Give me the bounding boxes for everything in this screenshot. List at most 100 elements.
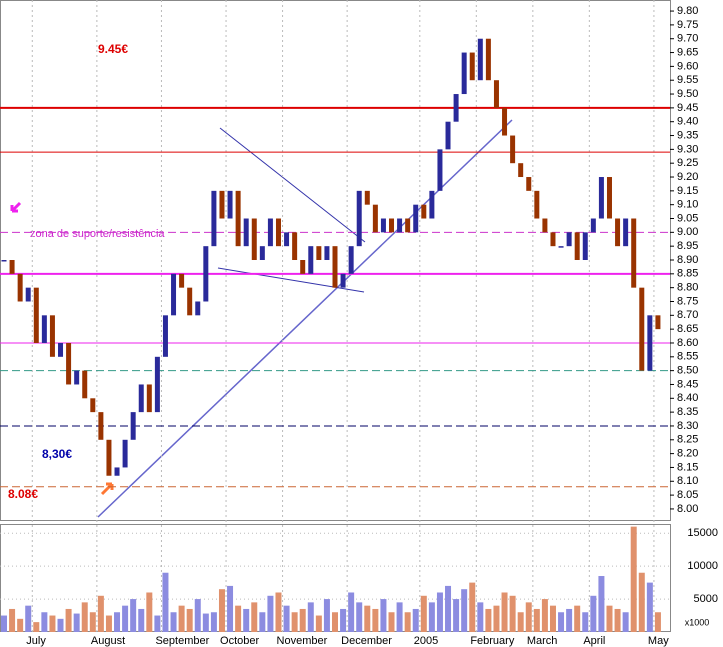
volume-bar — [404, 612, 411, 632]
y-tick-label: 9.75 — [677, 19, 698, 31]
volume-bar — [170, 612, 177, 632]
volume-bar — [380, 599, 387, 632]
unit-label: x1000 — [685, 617, 710, 627]
candle — [340, 273, 346, 288]
candle — [33, 287, 39, 343]
candle — [9, 260, 15, 274]
volume-bar — [146, 592, 153, 632]
y-tick-label: 9.65 — [677, 46, 698, 58]
x-tick-label: April — [583, 635, 605, 647]
candle — [146, 384, 152, 413]
volume-bar — [323, 599, 330, 632]
y-tick-label: 9.40 — [677, 116, 698, 128]
volume-bar — [558, 612, 565, 632]
volume-bar — [566, 608, 573, 632]
y-tick-label: 8.45 — [677, 378, 698, 390]
candle — [243, 218, 249, 247]
y-tick-label: 8.30 — [677, 420, 698, 432]
volume-bar — [122, 605, 129, 632]
candle — [162, 315, 168, 357]
candle — [275, 218, 281, 247]
volume-bar — [186, 608, 193, 632]
candle — [267, 218, 273, 247]
candle — [251, 218, 257, 260]
candle — [502, 107, 508, 136]
candle — [227, 190, 233, 219]
candle — [429, 190, 435, 219]
y-tick-label: 8.70 — [677, 309, 698, 321]
candle — [623, 218, 629, 247]
candle — [41, 315, 47, 343]
candle — [300, 260, 306, 274]
volume-bar — [445, 585, 452, 632]
volume-bar — [138, 608, 145, 632]
volume-bar — [243, 608, 250, 632]
y-tick-label: 9.70 — [677, 33, 698, 45]
volume-bar — [477, 602, 484, 632]
volume-bar — [178, 605, 185, 632]
candle — [493, 80, 499, 108]
volume-bar — [283, 605, 290, 632]
candle — [647, 315, 653, 371]
x-tick-label: December — [341, 635, 392, 647]
candle — [485, 38, 491, 81]
annotation: 8,30€ — [42, 447, 72, 461]
volume-bar — [307, 602, 314, 632]
candle — [461, 52, 467, 95]
volume-bar — [105, 615, 112, 632]
y-tick-label: 9.35 — [677, 129, 698, 141]
candle — [413, 204, 419, 233]
candle — [316, 246, 322, 260]
candle — [453, 94, 459, 122]
candle — [58, 342, 64, 357]
volume-bar — [590, 595, 597, 632]
volume-bar — [614, 608, 621, 632]
candle — [631, 218, 637, 288]
x-tick-label: 2005 — [414, 635, 438, 647]
y-tick-label: 8.20 — [677, 448, 698, 460]
volume-bar — [517, 612, 524, 632]
volume-bar — [549, 605, 556, 632]
candle — [606, 177, 612, 219]
volume-bar — [89, 612, 96, 632]
volume-bar — [218, 589, 225, 632]
candle — [469, 52, 475, 81]
volume-bar — [299, 608, 306, 632]
trend-line — [97, 119, 513, 518]
volume-bar — [227, 585, 234, 632]
volume-bar — [525, 602, 532, 632]
x-tick-label: July — [26, 635, 46, 647]
candle — [106, 439, 112, 476]
candle — [332, 246, 338, 288]
volume-bar — [630, 526, 637, 632]
volume-bar — [81, 602, 88, 632]
y-tick-label: 8.10 — [677, 475, 698, 487]
volume-bar — [25, 605, 32, 632]
trend-line — [219, 127, 366, 243]
arrow — [100, 482, 114, 496]
x-tick-label: October — [220, 635, 259, 647]
volume-bar — [428, 602, 435, 632]
volume-bar — [606, 605, 613, 632]
y-tick-label: 8.15 — [677, 461, 698, 473]
candle — [445, 121, 451, 150]
volume-bar — [364, 605, 371, 632]
candle — [348, 246, 354, 274]
candle — [590, 218, 596, 233]
annotation: 9.45€ — [98, 42, 128, 56]
arrow — [10, 201, 22, 213]
volume-bar — [372, 608, 379, 632]
candle — [1, 260, 7, 262]
volume-bar — [485, 608, 492, 632]
candle — [82, 370, 88, 399]
candle — [130, 412, 136, 440]
candle — [219, 190, 225, 219]
candle — [405, 218, 411, 233]
y-tick-label: 8.55 — [677, 351, 698, 363]
volume-bar — [162, 572, 169, 632]
candle — [114, 467, 120, 476]
volume-bar — [41, 612, 48, 632]
candle — [372, 204, 378, 233]
volume-bar — [356, 602, 363, 632]
y-tick-label: 9.20 — [677, 171, 698, 183]
